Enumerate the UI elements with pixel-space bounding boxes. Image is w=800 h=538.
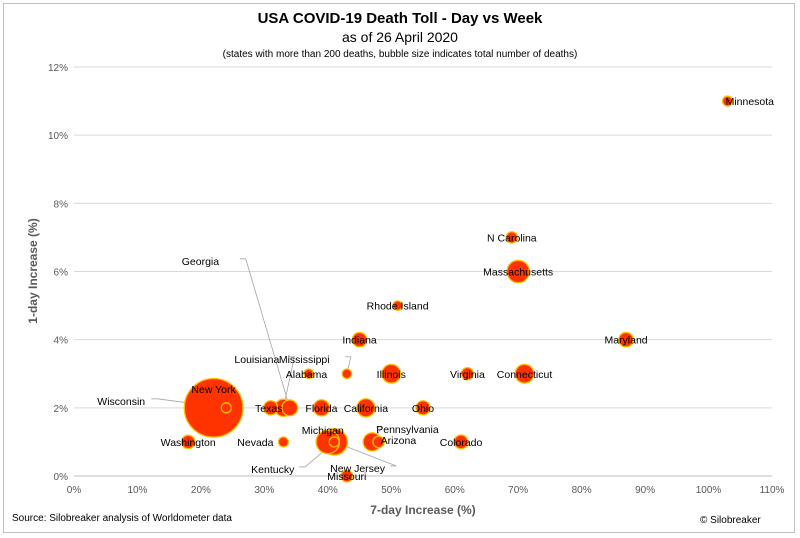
bubble-washington (180, 434, 196, 450)
label-missouri: Missouri (327, 471, 366, 483)
bubbles (180, 95, 734, 483)
bubble-missouri (340, 469, 354, 483)
bubble-indiana (351, 331, 368, 348)
label-massachusetts: Massachusetts (483, 267, 553, 279)
bubble-florida (312, 399, 331, 417)
leader-line (239, 258, 291, 408)
y-tick-label: 8% (54, 199, 69, 210)
label-new-york: New York (191, 384, 236, 396)
label-indiana: Indiana (342, 335, 377, 347)
label-virginia: Virginia (450, 369, 485, 381)
label-kentucky: Kentucky (251, 464, 295, 476)
x-axis-label: 7-day Increase (%) (370, 503, 475, 517)
label-alabama: Alabama (286, 369, 328, 381)
label-florida: Florida (305, 403, 337, 415)
label-texas: Texas (255, 403, 282, 415)
bubble-rhode-island (392, 300, 404, 311)
label-maryland: Maryland (604, 335, 647, 347)
bubble-california (356, 398, 376, 418)
y-tick-label: 2% (54, 404, 69, 415)
label-minnesota: Minnesota (726, 96, 775, 108)
y-tick-label: 6% (54, 268, 69, 279)
y-tick-label: 12% (48, 63, 68, 74)
y-tick-label: 4% (54, 336, 69, 347)
bubble-alabama (303, 368, 315, 380)
y-tick-label: 10% (48, 131, 68, 142)
label-colorado: Colorado (440, 437, 483, 449)
x-tick-label: 70% (508, 485, 528, 496)
chart-subtitle: as of 26 April 2020 (342, 29, 458, 45)
label-michigan: Michigan (302, 425, 344, 437)
leader-line (283, 356, 295, 408)
chart-frame (3, 3, 795, 533)
x-tick-label: 10% (127, 485, 147, 496)
label-illinois: Illinois (377, 369, 406, 381)
chart-title: USA COVID-19 Death Toll - Day vs Week (257, 10, 543, 27)
label-mississippi: Mississippi (279, 354, 330, 366)
bubble-maryland (618, 331, 634, 348)
bubble-illinois (381, 363, 402, 384)
label-pennsylvania: Pennsylvania (376, 424, 439, 436)
label-louisiana: Louisiana (234, 354, 279, 366)
x-tick-label: 30% (254, 485, 274, 496)
leader-line (344, 356, 352, 374)
bubble-kentucky (328, 436, 340, 448)
bubble-wisconsin (220, 402, 232, 414)
bubble-n-carolina (505, 231, 519, 244)
label-rhode-island: Rhode Island (367, 301, 429, 313)
bubble-massachusetts (506, 259, 531, 284)
x-tick-label: 50% (381, 485, 401, 496)
bubble-arizona (372, 435, 385, 449)
bubble-colorado (453, 434, 469, 450)
y-tick-label: 0% (54, 472, 69, 483)
chart-note: (states with more than 200 deaths, bubbl… (222, 49, 578, 60)
label-arizona: Arizona (381, 435, 417, 447)
x-tick-label: 100% (696, 485, 722, 496)
label-connecticut: Connecticut (497, 369, 553, 381)
bubble-texas (262, 400, 279, 416)
label-washington: Washington (161, 437, 216, 449)
source-note: Source: Silobreaker analysis of Worldome… (12, 513, 232, 524)
x-tick-label: 0% (67, 485, 82, 496)
label-california: California (344, 403, 389, 415)
tick-labels: 0% 2% 4% 6% 8% 10% 12% 0% 10% 20% 30% 40% 50% 60% 70% 8… (48, 63, 785, 496)
bubble-mississippi (341, 368, 353, 380)
x-tick-label: 20% (191, 485, 211, 496)
x-tick-label: 110% (760, 485, 785, 496)
bubble-connecticut (514, 363, 535, 384)
label-n-carolina: N Carolina (487, 232, 537, 244)
bubble-nevada (277, 436, 290, 448)
bubble-new-york (183, 377, 244, 438)
point-labels: Minnesota N Carolina Massachusetts Rhode Is… (97, 96, 774, 483)
y-axis-label: 1-day Increase (%) (26, 218, 40, 323)
x-tick-label: 90% (635, 485, 655, 496)
label-georgia: Georgia (182, 256, 220, 268)
x-tick-label: 40% (318, 485, 338, 496)
bubble-virginia (460, 366, 475, 381)
x-tick-label: 60% (445, 485, 465, 496)
copyright: © Silobreaker (700, 515, 761, 526)
bubble-minnesota (721, 95, 734, 107)
label-nevada: Nevada (237, 437, 273, 449)
label-new-jersey: New Jersey (330, 463, 386, 475)
label-wisconsin: Wisconsin (97, 396, 145, 408)
bubble-georgia (281, 399, 299, 417)
gridlines (74, 66, 772, 409)
leader-line (334, 441, 397, 467)
label-ohio: Ohio (412, 403, 434, 415)
x-tick-label: 80% (572, 485, 592, 496)
bubble-ohio (415, 400, 431, 416)
